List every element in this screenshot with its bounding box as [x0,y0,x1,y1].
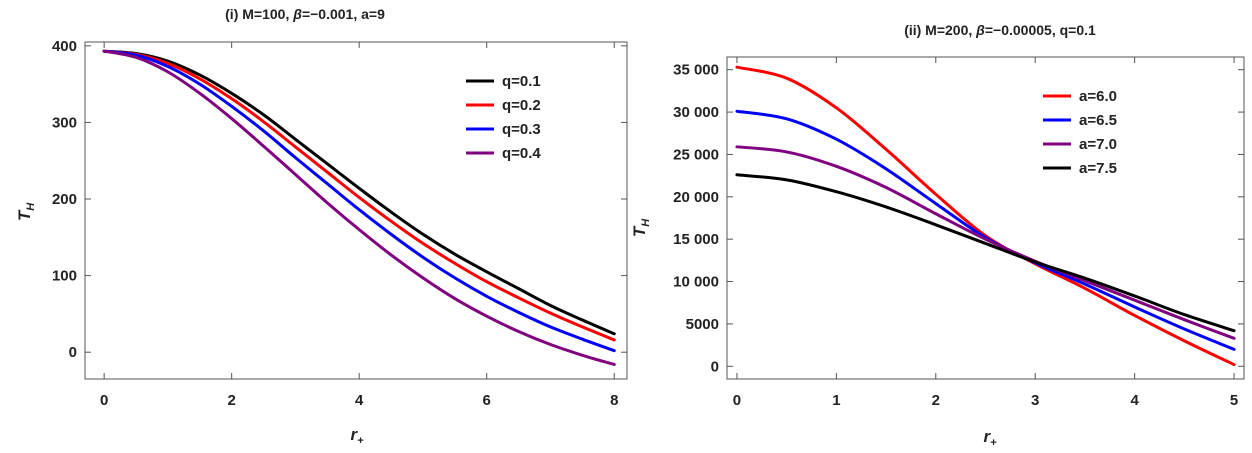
legend-label: q=0.2 [502,97,541,114]
series-line-q=0.3 [102,49,616,353]
y-axis-label: TH [630,218,652,237]
chart-title: (ii) M=200, β=−0.00005, q=0.1 [904,22,1096,38]
y-tick-label: 25 000 [673,146,719,163]
x-tick-label: 0 [733,392,741,409]
plot-frame [726,56,1245,380]
x-tick-label: 0 [100,392,108,409]
series-line-a=6.0 [735,65,1236,367]
x-tick-label: 5 [1230,392,1238,409]
x-tick-label: 6 [483,392,491,409]
y-tick-label: 300 [52,114,77,131]
series-line-a=7.5 [735,173,1236,333]
y-tick-label: 30 000 [673,104,719,121]
legend-label: a=6.5 [1079,112,1117,129]
legend-label: a=7.0 [1079,136,1117,153]
y-tick-label: 15 000 [673,231,719,248]
y-tick-label: 0 [711,358,719,375]
x-axis-label: r+ [983,427,997,449]
series-line-q=0.4 [102,49,616,366]
x-tick-label: 2 [932,392,940,409]
plot-frame [84,41,628,380]
y-axis-label: TH [15,202,37,221]
legend-label: q=0.3 [502,121,541,138]
y-tick-label: 400 [52,38,77,55]
chart-panel-2: (ii) M=200, β=−0.00005, q=0.1 0 1 2 3 4 5 0 5000… [630,22,1245,449]
x-tick-label: 3 [1031,392,1039,409]
chart-panel-1: (i) M=100, β=−0.001, a=9 0 2 4 6 8 0 100 200 300 4… [15,6,628,447]
series-line-q=0.1 [102,49,616,336]
x-tick-label: 1 [832,392,840,409]
y-tick-label: 5000 [686,316,719,333]
x-tick-label: 4 [1130,392,1139,409]
y-tick-label: 100 [52,268,77,285]
x-tick-label: 8 [610,392,618,409]
series-line-q=0.2 [102,49,616,342]
series-line-a=6.5 [735,109,1236,351]
y-tick-label: 10 000 [673,274,719,291]
y-tick-label: 0 [69,344,77,361]
y-tick-label: 20 000 [673,189,719,206]
legend-label: a=6.0 [1079,88,1117,105]
x-axis-label: r+ [350,425,364,447]
chart-title: (i) M=100, β=−0.001, a=9 [225,6,385,22]
series-line-a=7.0 [735,145,1236,340]
x-tick-label: 2 [227,392,235,409]
legend-label: q=0.1 [502,73,541,90]
y-tick-label: 200 [52,191,77,208]
x-tick-label: 4 [355,392,364,409]
legend-label: q=0.4 [502,145,541,162]
legend-label: a=7.5 [1079,160,1117,177]
y-tick-label: 35 000 [673,62,719,79]
